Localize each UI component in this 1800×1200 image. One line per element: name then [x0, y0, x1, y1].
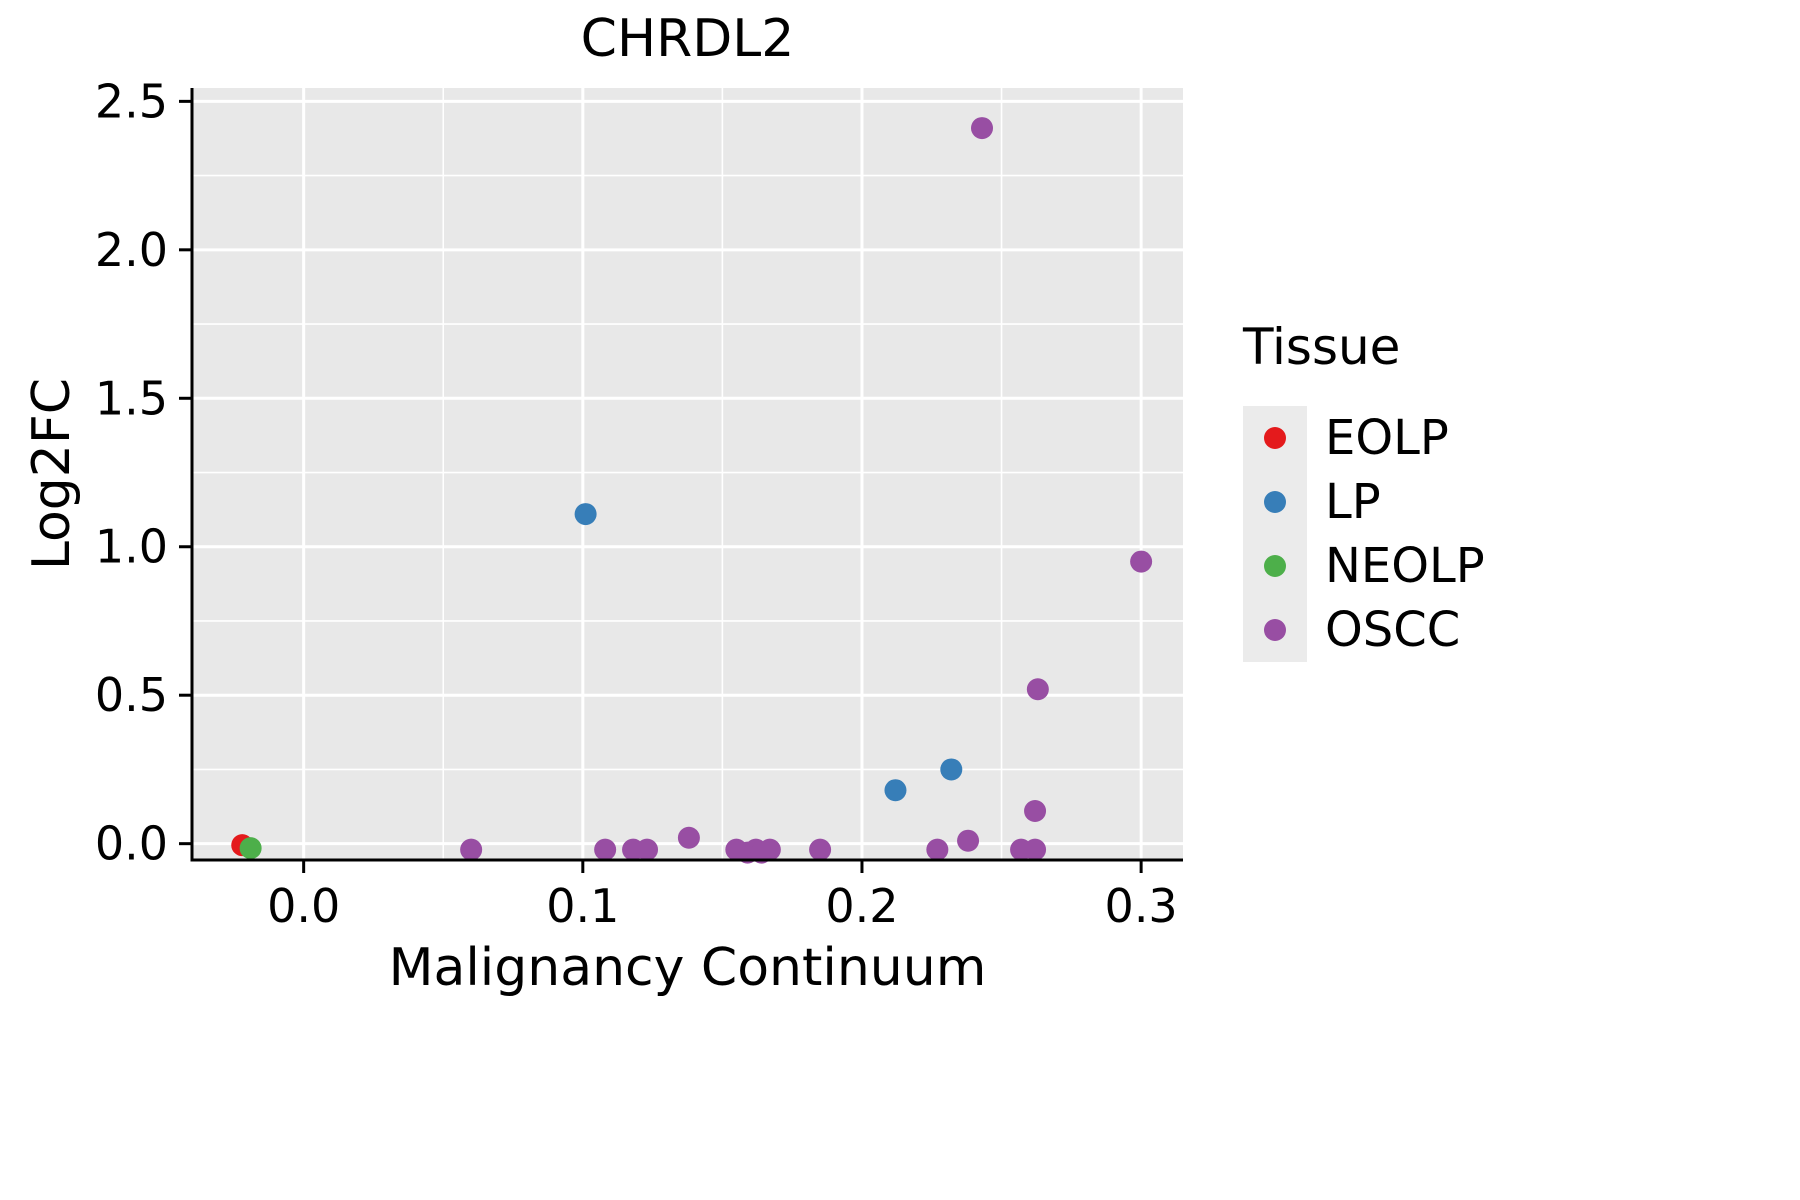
legend-dot-oscc	[1264, 619, 1286, 641]
point-oscc	[1024, 838, 1047, 861]
x-tick-label: 0.0	[267, 879, 340, 933]
point-neolp	[239, 837, 262, 860]
x-axis-label: Malignancy Continuum	[388, 938, 987, 998]
y-tick-label: 0.0	[95, 817, 168, 871]
legend-item-neolp: NEOLP	[1243, 534, 1485, 598]
point-oscc	[1130, 550, 1153, 573]
x-tick-label: 0.1	[546, 879, 619, 933]
legend-item-eolp: EOLP	[1243, 406, 1485, 470]
x-tick-label: 0.2	[825, 879, 898, 933]
point-oscc	[1026, 678, 1049, 701]
point-oscc	[594, 838, 617, 861]
legend-keys: EOLP LP NEOLP OSCC	[1243, 406, 1485, 662]
legend-key-box	[1243, 598, 1307, 662]
legend-key-box	[1243, 470, 1307, 534]
point-oscc	[926, 838, 949, 861]
x-tick-label: 0.3	[1105, 879, 1178, 933]
point-lp	[940, 758, 963, 781]
legend-item-lp: LP	[1243, 470, 1485, 534]
y-tick-label: 0.5	[95, 668, 168, 722]
point-oscc	[809, 838, 832, 861]
point-oscc	[971, 117, 994, 140]
legend-label: LP	[1325, 474, 1381, 530]
point-lp	[884, 779, 907, 802]
legend-key-box	[1243, 534, 1307, 598]
point-lp	[574, 503, 597, 526]
y-tick-label: 1.5	[95, 371, 168, 425]
plot-panel	[192, 88, 1183, 860]
y-tick-label: 2.0	[95, 223, 168, 277]
point-oscc	[677, 826, 700, 849]
legend-title: Tissue	[1243, 318, 1401, 376]
chart-title: CHRDL2	[580, 9, 795, 69]
legend: Tissue EOLP LP NEOLP OSCC	[1243, 318, 1485, 662]
legend-dot-eolp	[1264, 427, 1286, 449]
point-oscc	[1024, 800, 1047, 823]
legend-label: NEOLP	[1325, 538, 1485, 594]
y-tick-label: 1.0	[95, 520, 168, 574]
legend-label: EOLP	[1325, 410, 1449, 466]
legend-dot-neolp	[1264, 555, 1286, 577]
legend-key-box	[1243, 406, 1307, 470]
legend-item-oscc: OSCC	[1243, 598, 1485, 662]
point-oscc	[758, 838, 781, 861]
point-oscc	[957, 829, 980, 852]
point-oscc	[636, 838, 659, 861]
legend-dot-lp	[1264, 491, 1286, 513]
point-oscc	[460, 838, 483, 861]
y-tick-label: 2.5	[95, 74, 168, 128]
legend-label: OSCC	[1325, 602, 1461, 658]
